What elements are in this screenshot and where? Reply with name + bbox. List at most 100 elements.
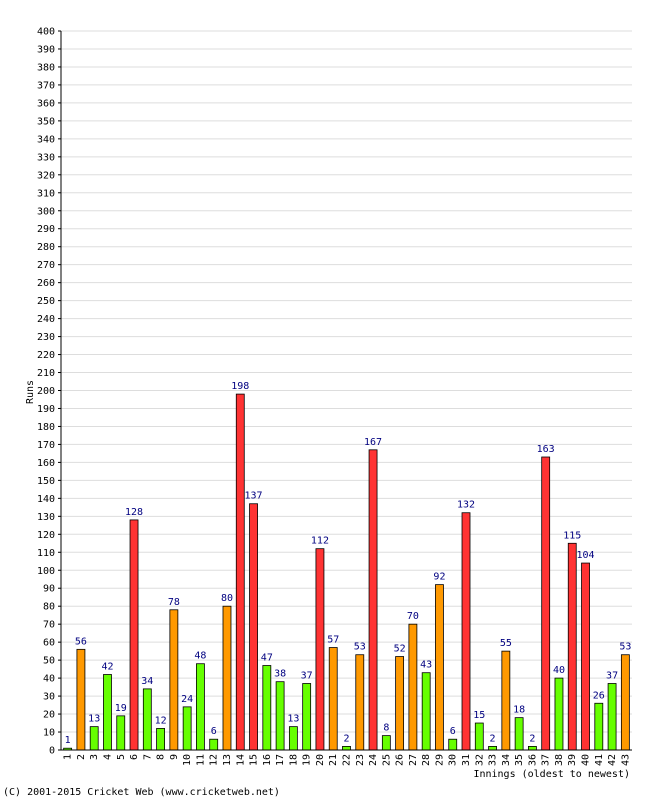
- bar: [435, 584, 444, 751]
- y-tick-label: 310: [37, 188, 55, 199]
- bar: [275, 681, 285, 751]
- y-tick-label: 0: [49, 746, 55, 757]
- bar: [249, 503, 258, 751]
- bar: [474, 722, 484, 751]
- bar: [620, 654, 630, 751]
- y-tick-label: 290: [37, 224, 55, 235]
- x-tick-label: 35: [514, 754, 525, 766]
- y-tick-label: 270: [37, 260, 55, 271]
- y-tick-label: 250: [37, 296, 55, 307]
- data-labels: 1561342191283412782448680198137473813371…: [65, 381, 632, 746]
- y-tick-label: 60: [43, 638, 55, 649]
- x-tick-label: 8: [156, 754, 167, 760]
- bar-value-label: 52: [394, 644, 406, 655]
- bar: [381, 735, 391, 751]
- y-tick-label: 40: [43, 674, 55, 685]
- bar-value-label: 132: [457, 500, 475, 511]
- bar-value-label: 137: [245, 491, 263, 502]
- bar: [315, 548, 325, 751]
- y-tick-label: 350: [37, 116, 55, 127]
- bar-value-label: 53: [619, 642, 631, 653]
- copyright-footer: (C) 2001-2015 Cricket Web (www.cricketwe…: [3, 787, 280, 798]
- bar-value-label: 112: [311, 536, 329, 547]
- bar-value-label: 198: [231, 381, 249, 392]
- bar: [342, 746, 351, 751]
- x-tick-label: 30: [448, 754, 459, 766]
- bar-value-label: 78: [168, 597, 180, 608]
- y-tick-label: 360: [37, 98, 55, 109]
- y-tick-label: 10: [43, 728, 55, 739]
- bar: [581, 562, 590, 751]
- x-tick-label: 22: [342, 754, 353, 766]
- x-tick-label: 10: [182, 754, 193, 766]
- x-tick-label: 16: [262, 754, 273, 766]
- y-tick-label: 30: [43, 692, 55, 703]
- bar-value-label: 56: [75, 636, 87, 647]
- bar-value-label: 53: [354, 642, 366, 653]
- bar: [541, 456, 551, 751]
- bar-value-label: 1: [65, 735, 71, 746]
- y-tick-label: 70: [43, 620, 55, 631]
- y-tick-label: 130: [37, 512, 55, 523]
- x-tick-label: 11: [195, 754, 206, 766]
- bar: [408, 623, 418, 751]
- y-tick-label: 170: [37, 440, 55, 451]
- x-tick-label: 6: [129, 754, 140, 760]
- bar-value-label: 115: [563, 530, 581, 541]
- x-tick-label: 7: [142, 754, 153, 760]
- x-tick-label: 40: [581, 754, 592, 766]
- y-tick-label: 320: [37, 170, 55, 181]
- y-tick-label: 390: [37, 44, 55, 55]
- bar: [76, 648, 86, 751]
- bar: [501, 650, 511, 751]
- bar-value-label: 55: [500, 638, 512, 649]
- bar-value-label: 26: [593, 690, 605, 701]
- bar: [169, 609, 179, 751]
- x-tick-label: 12: [209, 754, 220, 766]
- bar: [528, 746, 537, 751]
- bar: [182, 706, 192, 751]
- bar-value-label: 163: [537, 444, 555, 455]
- y-tick-label: 300: [37, 206, 55, 217]
- bar: [288, 726, 298, 751]
- bar-value-label: 6: [450, 726, 456, 737]
- y-tick-label: 210: [37, 368, 55, 379]
- x-tick-label: 36: [527, 754, 538, 766]
- y-tick-label: 240: [37, 314, 55, 325]
- bar-value-label: 40: [553, 665, 565, 676]
- x-tick-label: 17: [275, 754, 286, 766]
- x-tick-label: 2: [76, 754, 87, 760]
- x-tick-label: 1: [63, 754, 74, 760]
- bar-value-label: 2: [529, 733, 535, 744]
- x-tick-label: 9: [169, 754, 180, 760]
- bar: [567, 542, 577, 751]
- bar-value-label: 43: [420, 660, 432, 671]
- bar: [222, 605, 232, 751]
- bar-value-label: 18: [513, 705, 525, 716]
- y-tick-label: 370: [37, 80, 55, 91]
- bar-value-label: 128: [125, 507, 143, 518]
- x-tick-label: 39: [567, 754, 578, 766]
- x-tick-label: 15: [249, 754, 260, 766]
- bar: [554, 677, 564, 751]
- bar: [448, 738, 458, 751]
- x-tick-label: 13: [222, 754, 233, 766]
- bar: [395, 656, 405, 751]
- y-axis-title: Runs: [25, 380, 36, 404]
- bar: [461, 512, 471, 751]
- bar: [196, 663, 205, 751]
- bar: [89, 726, 99, 751]
- x-tick-label: 31: [461, 754, 472, 766]
- y-tick-label: 120: [37, 530, 55, 541]
- x-tick-label: 43: [620, 754, 631, 766]
- y-tick-label: 150: [37, 476, 55, 487]
- bar: [514, 717, 524, 751]
- bar-value-label: 19: [115, 703, 127, 714]
- y-tick-label: 280: [37, 242, 55, 253]
- bar-value-label: 13: [88, 714, 100, 725]
- bar: [488, 746, 497, 751]
- x-tick-label: 37: [541, 754, 552, 766]
- y-tick-label: 400: [37, 27, 55, 38]
- bar-value-label: 57: [327, 635, 339, 646]
- bars: [63, 393, 630, 751]
